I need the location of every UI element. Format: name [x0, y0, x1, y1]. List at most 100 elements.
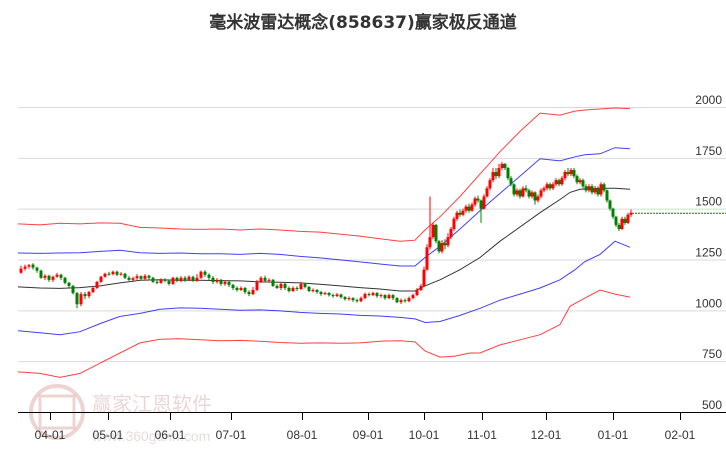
candle-up	[135, 276, 139, 279]
candle-down	[527, 190, 531, 197]
candle-down	[343, 297, 347, 300]
candle-up	[195, 277, 199, 281]
candle-up	[119, 273, 123, 275]
candle-down	[581, 180, 585, 187]
x-tick-label: 12-01	[531, 428, 562, 442]
channel-bands	[17, 107, 631, 378]
candle-down	[227, 281, 231, 285]
candle-down	[375, 293, 379, 297]
candle-up	[347, 298, 351, 300]
x-tick-label: 11-01	[467, 428, 497, 442]
candle-up	[311, 290, 315, 292]
gridlines	[18, 107, 726, 363]
upper-outer-band-line	[17, 107, 631, 242]
candle-up	[578, 180, 582, 183]
candle-down	[231, 284, 235, 288]
candle-up	[419, 285, 423, 290]
candle-down	[602, 184, 606, 191]
candle-down	[47, 275, 51, 280]
candle-down	[403, 300, 407, 302]
candle-up	[422, 269, 426, 286]
candle-up	[482, 196, 486, 209]
candle-down	[147, 275, 151, 278]
candle-down	[211, 277, 215, 282]
candle-down	[307, 286, 311, 292]
candle-up	[425, 247, 429, 270]
candle-down	[351, 298, 355, 301]
candle-down	[167, 280, 171, 284]
candle-down	[203, 271, 207, 275]
candle-up	[131, 278, 135, 280]
candle-up	[464, 206, 468, 211]
candle-down	[443, 243, 447, 246]
candle-down	[39, 270, 43, 278]
candle-down	[590, 186, 594, 193]
candle-up	[449, 229, 453, 238]
candle-up	[359, 298, 363, 302]
candle-up	[179, 277, 183, 281]
candle-down	[367, 294, 371, 296]
y-tick-label: 1500	[695, 195, 722, 209]
x-tick-label: 01-01	[598, 428, 629, 442]
candle-up	[87, 292, 91, 297]
candle-up	[259, 277, 263, 282]
candle-up	[27, 265, 31, 267]
candle-down	[155, 281, 159, 283]
candle-up	[560, 178, 564, 185]
candle-up	[363, 294, 367, 299]
candle-down	[59, 274, 63, 278]
x-tick-label: 08-01	[287, 428, 318, 442]
candle-up	[239, 287, 243, 290]
candle-up	[593, 188, 597, 193]
candle-down	[139, 276, 143, 279]
candle-down	[467, 206, 471, 211]
candle-up	[488, 180, 492, 189]
candle-up	[415, 290, 419, 296]
candle-down	[572, 170, 576, 177]
candle-down	[476, 198, 480, 201]
candle-up	[569, 170, 573, 175]
candle-down	[31, 264, 35, 268]
candle-up	[379, 295, 383, 297]
candle-up	[485, 188, 489, 197]
x-tick-label: 09-01	[353, 428, 384, 442]
candle-down	[608, 200, 612, 209]
candle-down	[163, 279, 167, 281]
candle-down	[123, 273, 127, 278]
candle-down	[524, 188, 528, 191]
candle-up	[23, 266, 27, 269]
candle-up	[411, 295, 415, 299]
candle-up	[515, 190, 519, 195]
candle-up	[323, 293, 327, 295]
candle-up	[95, 281, 99, 288]
candle-up	[536, 196, 540, 201]
candle-up	[587, 186, 591, 191]
candle-up	[497, 168, 501, 177]
y-tick-label: 1250	[695, 246, 722, 260]
candle-up	[428, 237, 432, 248]
candle-down	[566, 172, 570, 175]
candle-up	[399, 300, 403, 303]
y-tick-label: 1750	[695, 144, 722, 158]
candle-down	[127, 277, 131, 280]
candle-up	[99, 276, 103, 282]
candle-up	[599, 184, 603, 195]
candle-up	[171, 277, 175, 284]
candle-up	[542, 188, 546, 191]
candlesticks	[19, 161, 633, 309]
candle-down	[605, 190, 609, 201]
candle-down	[115, 271, 119, 275]
candle-down	[243, 287, 247, 293]
candle-down	[263, 277, 267, 281]
chart-title: 毫米波雷达概念(858637)赢家极反通道	[209, 13, 517, 33]
candle-up	[470, 204, 474, 211]
candle-up	[143, 275, 147, 279]
candle-down	[63, 277, 67, 283]
candle-down	[339, 294, 343, 298]
lower-outer-band-line	[17, 289, 631, 378]
candle-down	[509, 178, 513, 185]
candle-up	[452, 218, 456, 229]
candle-down	[247, 292, 251, 295]
y-tick-label: 750	[702, 347, 722, 361]
